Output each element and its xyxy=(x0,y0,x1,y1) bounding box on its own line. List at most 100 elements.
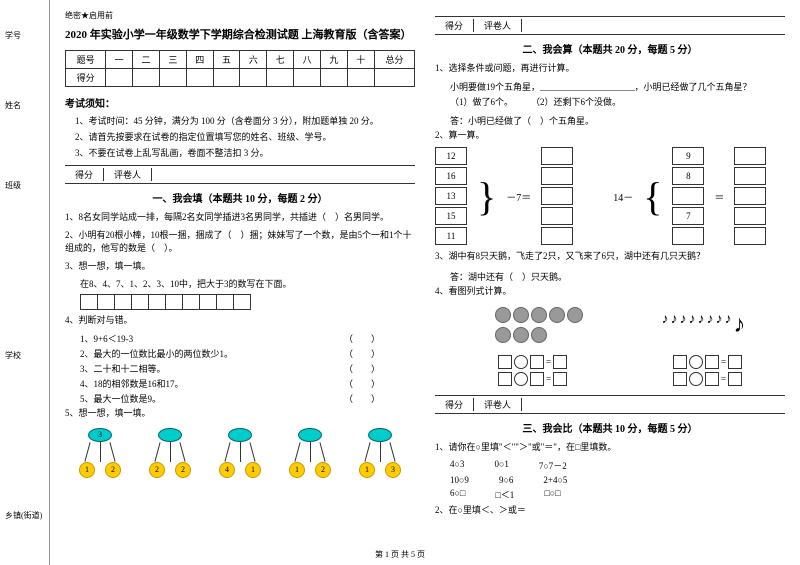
right-column: 得分 评卷人 二、我会算（本题共 20 分，每题 5 分） 1、选择条件或问题，… xyxy=(425,10,795,555)
judge-5: 5、最大一位数是9。（ ） xyxy=(65,392,380,405)
th-total: 总分 xyxy=(374,51,414,69)
page-footer: 第 1 页 共 5 页 xyxy=(0,549,800,560)
district-label: 乡镇(街道) xyxy=(5,510,42,521)
compare-row-2: 10○99○62+4○5 xyxy=(435,475,785,485)
tadpole-icon: ♪ xyxy=(725,312,732,339)
reviewer-col: 评卷人 xyxy=(104,168,152,181)
calc-op-2: 14－ xyxy=(613,189,633,204)
circles-diagram: 3 1 2 2 2 4 1 1 2 xyxy=(65,428,415,478)
confidential-tag: 绝密★启用前 xyxy=(65,10,415,21)
notice-2: 2、请首先按要求在试卷的指定位置填写您的姓名、班级、学号。 xyxy=(65,130,415,143)
tadpoles: ♪♪ ♪♪ ♪♪ ♪♪ ♪ xyxy=(662,312,746,339)
formula-4: = xyxy=(673,372,742,386)
section-1-title: 一、我会填（本题共 10 分，每题 2 分） xyxy=(65,190,415,205)
table-row: 得分 xyxy=(66,69,415,87)
q2-1: 1、选择条件或问题，再进行计算。 xyxy=(435,62,785,76)
tadpole-icon: ♪ xyxy=(689,312,696,339)
calc-eq: ＝ xyxy=(714,189,724,204)
q2-3-ans: 答：湖中还有（ ）只天鹅。 xyxy=(435,270,785,283)
reviewer-col: 评卷人 xyxy=(474,398,522,411)
q1-3-sub: 在8、4、7、1、2、3、10中，把大于3的数写在下面。 xyxy=(65,277,415,290)
tadpole-icon: ♪ xyxy=(671,312,678,339)
th-4: 四 xyxy=(186,51,213,69)
section-header-1: 得分 评卷人 xyxy=(65,165,415,184)
circle-group-2: 2 2 xyxy=(145,428,195,478)
calc-result-1 xyxy=(541,147,573,245)
tadpole-icon: ♪ xyxy=(680,312,687,339)
coins-row-1 xyxy=(495,307,583,323)
th-5: 五 xyxy=(213,51,240,69)
class-label: 班级 xyxy=(5,180,21,191)
bracket-icon: { xyxy=(643,173,662,220)
circle-group-1: 3 1 2 xyxy=(75,428,125,478)
circle-group-4: 1 2 xyxy=(285,428,335,478)
notice-3: 3、不要在试卷上乱写乱画，卷面不整洁扣 3 分。 xyxy=(65,146,415,159)
q1-5: 5、想一想，填一填。 xyxy=(65,407,415,421)
q1-3: 3、想一想，填一填。 xyxy=(65,260,415,274)
th-8: 八 xyxy=(294,51,321,69)
coin-icon xyxy=(495,307,511,323)
exam-title: 2020 年实验小学一年级数学下学期综合检测试题 上海教育版（含答案） xyxy=(65,26,415,42)
compare-row-3: 6○□□＜1□○□ xyxy=(435,488,785,501)
q1-4: 4、判断对与错。 xyxy=(65,314,415,328)
score-label: 得分 xyxy=(66,69,106,87)
picture-calc: ♪♪ ♪♪ ♪♪ ♪♪ ♪ xyxy=(435,303,785,347)
calc-result-2 xyxy=(734,147,766,245)
coin-icon xyxy=(531,307,547,323)
formula-1: = xyxy=(498,355,567,369)
main-content: 绝密★启用前 2020 年实验小学一年级数学下学期综合检测试题 上海教育版（含答… xyxy=(50,0,800,565)
coin-icon xyxy=(513,307,529,323)
tadpole-icon: ♪ xyxy=(707,312,714,339)
coin-icon xyxy=(531,327,547,343)
score-col: 得分 xyxy=(435,398,474,411)
q2-1-opts: （1）做了6个。 （2）还剩下6个没做。 xyxy=(435,95,785,108)
student-id-label: 学号 xyxy=(5,30,21,41)
q3-2: 2、在○里填＜、＞或＝ xyxy=(435,504,785,518)
judge-4: 4、18的相邻数是16和17。（ ） xyxy=(65,377,380,390)
school-label: 学校 xyxy=(5,350,21,361)
q2-2: 2、算一算。 xyxy=(435,129,785,143)
th-7: 七 xyxy=(267,51,294,69)
score-table: 题号 一 二 三 四 五 六 七 八 九 十 总分 得分 xyxy=(65,50,415,87)
big-tadpole-icon: ♪ xyxy=(734,312,746,339)
formula-3: = xyxy=(673,355,742,369)
number-line xyxy=(80,294,415,310)
judge-2: 2、最大的一位数比最小的两位数少1。（ ） xyxy=(65,347,380,360)
score-col: 得分 xyxy=(65,168,104,181)
compare-row-1: 4○30○17○7－2 xyxy=(435,459,785,472)
coin-icon xyxy=(567,307,583,323)
th-2: 二 xyxy=(133,51,160,69)
th-num: 题号 xyxy=(66,51,106,69)
q2-1-ans: 答：小明已经做了（ ）个五角星。 xyxy=(435,114,785,127)
formula-2: = xyxy=(498,372,567,386)
coin-icon xyxy=(549,307,565,323)
binding-margin: 学号 姓名 班级 学校 乡镇(街道) xyxy=(0,0,50,565)
tadpole-icon: ♪ xyxy=(662,312,669,339)
th-3: 三 xyxy=(159,51,186,69)
left-column: 绝密★启用前 2020 年实验小学一年级数学下学期综合检测试题 上海教育版（含答… xyxy=(55,10,425,555)
coin-icon xyxy=(513,327,529,343)
calc-boxes-1: 12 16 13 15 11 xyxy=(435,147,467,245)
th-9: 九 xyxy=(321,51,348,69)
tadpole-icon: ♪ xyxy=(698,312,705,339)
th-6: 六 xyxy=(240,51,267,69)
notice-title: 考试须知： xyxy=(65,95,415,110)
th-10: 十 xyxy=(347,51,374,69)
section-header-2: 得分 评卷人 xyxy=(435,16,785,35)
circle-group-5: 1 3 xyxy=(355,428,405,478)
calc-boxes-2: 9 8 7 xyxy=(672,147,704,245)
judge-3: 3、二十和十二相等。（ ） xyxy=(65,362,380,375)
q3-1: 1、请你在○里填"＜""＞"或"＝"，在□里填数。 xyxy=(435,441,785,455)
section-header-3: 得分 评卷人 xyxy=(435,395,785,414)
judge-1: 1、9+6＜19-3（ ） xyxy=(65,332,380,345)
coins-row-2 xyxy=(495,327,583,343)
reviewer-col: 评卷人 xyxy=(474,19,522,32)
q2-1-text: 小明要做19个五角星，_____________________，小明已经做了几… xyxy=(435,80,785,93)
score-col: 得分 xyxy=(435,19,474,32)
q2-3: 3、湖中有8只天鹅，飞走了2只，又飞来了6只，湖中还有几只天鹅？ xyxy=(435,250,785,264)
th-1: 一 xyxy=(106,51,133,69)
table-row: 题号 一 二 三 四 五 六 七 八 九 十 总分 xyxy=(66,51,415,69)
circle-group-3: 4 1 xyxy=(215,428,265,478)
notice-1: 1、考试时间：45 分钟，满分为 100 分（含卷面分 3 分），附加题单独 2… xyxy=(65,114,415,127)
q1-2: 2、小明有20根小棒，10根一捆，捆成了（ ）捆；妹妹写了一个数，是由5个一和1… xyxy=(65,229,415,256)
